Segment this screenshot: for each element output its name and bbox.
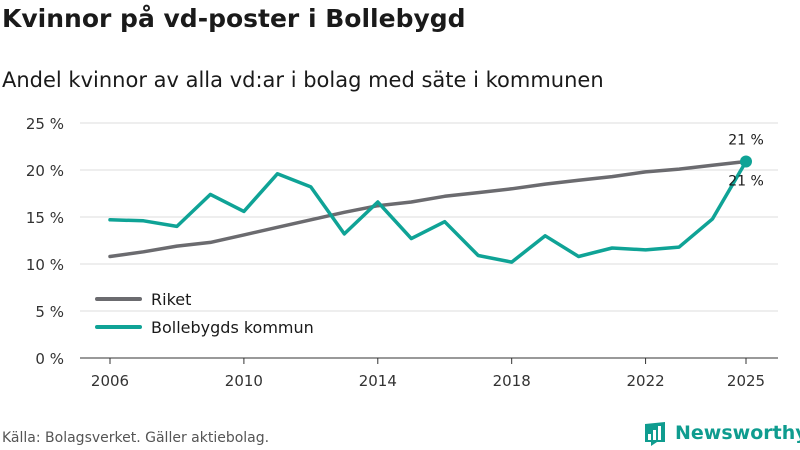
end-markers: 21 % 21 % — [728, 133, 764, 190]
series-line-riket — [108, 159, 748, 259]
x-tick-label: 2025 — [727, 372, 765, 390]
y-tick-label: 0 % — [35, 350, 64, 368]
chart-subtitle: Andel kvinnor av alla vd:ar i bolag med … — [2, 68, 604, 92]
legend-label: Bollebygds kommun — [151, 318, 314, 337]
y-tick-label: 25 % — [26, 115, 64, 133]
newsworthy-logo-icon — [645, 422, 665, 446]
grid-lines — [80, 122, 778, 359]
x-axis: 2006 2010 2014 2018 2022 2025 — [91, 358, 765, 390]
x-tick-label: 2010 — [225, 372, 263, 390]
x-tick-label: 2018 — [493, 372, 531, 390]
y-tick-label: 15 % — [26, 209, 64, 227]
legend-label: Riket — [151, 290, 191, 309]
brand-name: Newsworthy — [675, 422, 800, 444]
x-tick-label: 2022 — [626, 372, 664, 390]
newsworthy-logo: Newsworthy — [643, 420, 800, 446]
series-lines — [108, 159, 748, 264]
end-label-bollebygd: 21 % — [728, 174, 764, 190]
x-tick-label: 2006 — [91, 372, 129, 390]
y-tick-label: 10 % — [26, 256, 64, 274]
y-tick-label: 5 % — [35, 303, 64, 321]
end-label-riket: 21 % — [728, 133, 764, 149]
y-tick-label: 20 % — [26, 162, 64, 180]
end-marker — [740, 155, 752, 168]
source-note: Källa: Bolagsverket. Gäller aktiebolag. — [2, 430, 270, 446]
chart-title: Kvinnor på vd-poster i Bollebygd — [2, 4, 466, 33]
x-tick-label: 2014 — [359, 372, 397, 390]
y-axis-ticks: 0 % 5 % 10 % 15 % 20 % 25 % — [26, 115, 64, 368]
series-line-bollebygds-kommun — [108, 159, 748, 264]
legend: Riket Bollebygds kommun — [95, 290, 314, 337]
